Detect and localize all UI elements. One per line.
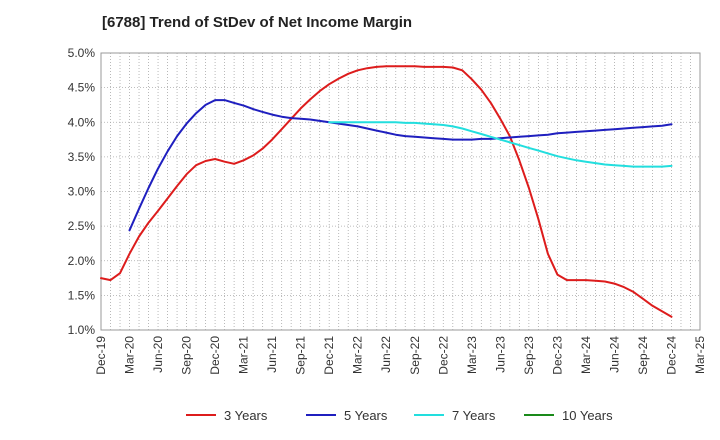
x-tick-label: Dec-24 <box>664 336 678 375</box>
y-tick-label: 2.0% <box>68 254 96 268</box>
legend-item-7-years: 7 Years <box>414 408 496 423</box>
series-line-3-years <box>100 65 673 318</box>
y-tick-label: 2.5% <box>68 219 96 233</box>
x-tick-label: Sep-20 <box>180 336 194 375</box>
x-tick-label: Mar-21 <box>237 336 251 374</box>
series-line-7-years <box>328 121 673 168</box>
x-tick-label: Mar-23 <box>465 336 479 374</box>
x-tick-label: Mar-20 <box>123 336 137 374</box>
y-tick-label: 4.5% <box>68 81 96 95</box>
x-tick-label: Sep-22 <box>408 336 422 375</box>
plot-area <box>100 52 701 331</box>
x-tick-label: Mar-22 <box>351 336 365 374</box>
x-tick-label: Jun-23 <box>493 336 507 373</box>
y-tick-label: 3.5% <box>68 150 96 164</box>
y-tick-label: 3.0% <box>68 185 96 199</box>
x-tick-label: Sep-24 <box>636 336 650 375</box>
x-tick-label: Jun-20 <box>151 336 165 373</box>
x-tick-label: Dec-20 <box>208 336 222 375</box>
legend-item-3-years: 3 Years <box>186 408 268 423</box>
legend-label: 7 Years <box>452 408 496 423</box>
y-tick-label: 1.5% <box>68 288 96 302</box>
legend-label: 5 Years <box>344 408 388 423</box>
x-tick-label: Mar-24 <box>579 336 593 374</box>
legend-item-10-years: 10 Years <box>524 408 613 423</box>
y-tick-label: 1.0% <box>68 323 96 337</box>
x-tick-label: Dec-19 <box>94 336 108 375</box>
x-tick-label: Sep-21 <box>294 336 308 375</box>
chart-title: [6788] Trend of StDev of Net Income Marg… <box>102 14 413 31</box>
legend-label: 10 Years <box>562 408 613 423</box>
x-tick-label: Mar-25 <box>693 336 707 374</box>
x-tick-label: Dec-21 <box>322 336 336 375</box>
x-tick-label: Dec-22 <box>436 336 450 375</box>
x-tick-label: Jun-24 <box>607 336 621 373</box>
legend-item-5-years: 5 Years <box>306 408 388 423</box>
legend-label: 3 Years <box>224 408 268 423</box>
x-tick-label: Jun-21 <box>265 336 279 373</box>
x-tick-label: Sep-23 <box>522 336 536 375</box>
x-tick-label: Jun-22 <box>379 336 393 373</box>
y-tick-label: 5.0% <box>68 46 96 60</box>
x-tick-label: Dec-23 <box>550 336 564 375</box>
series-line-5-years <box>128 99 673 232</box>
y-tick-label: 4.0% <box>68 115 96 129</box>
